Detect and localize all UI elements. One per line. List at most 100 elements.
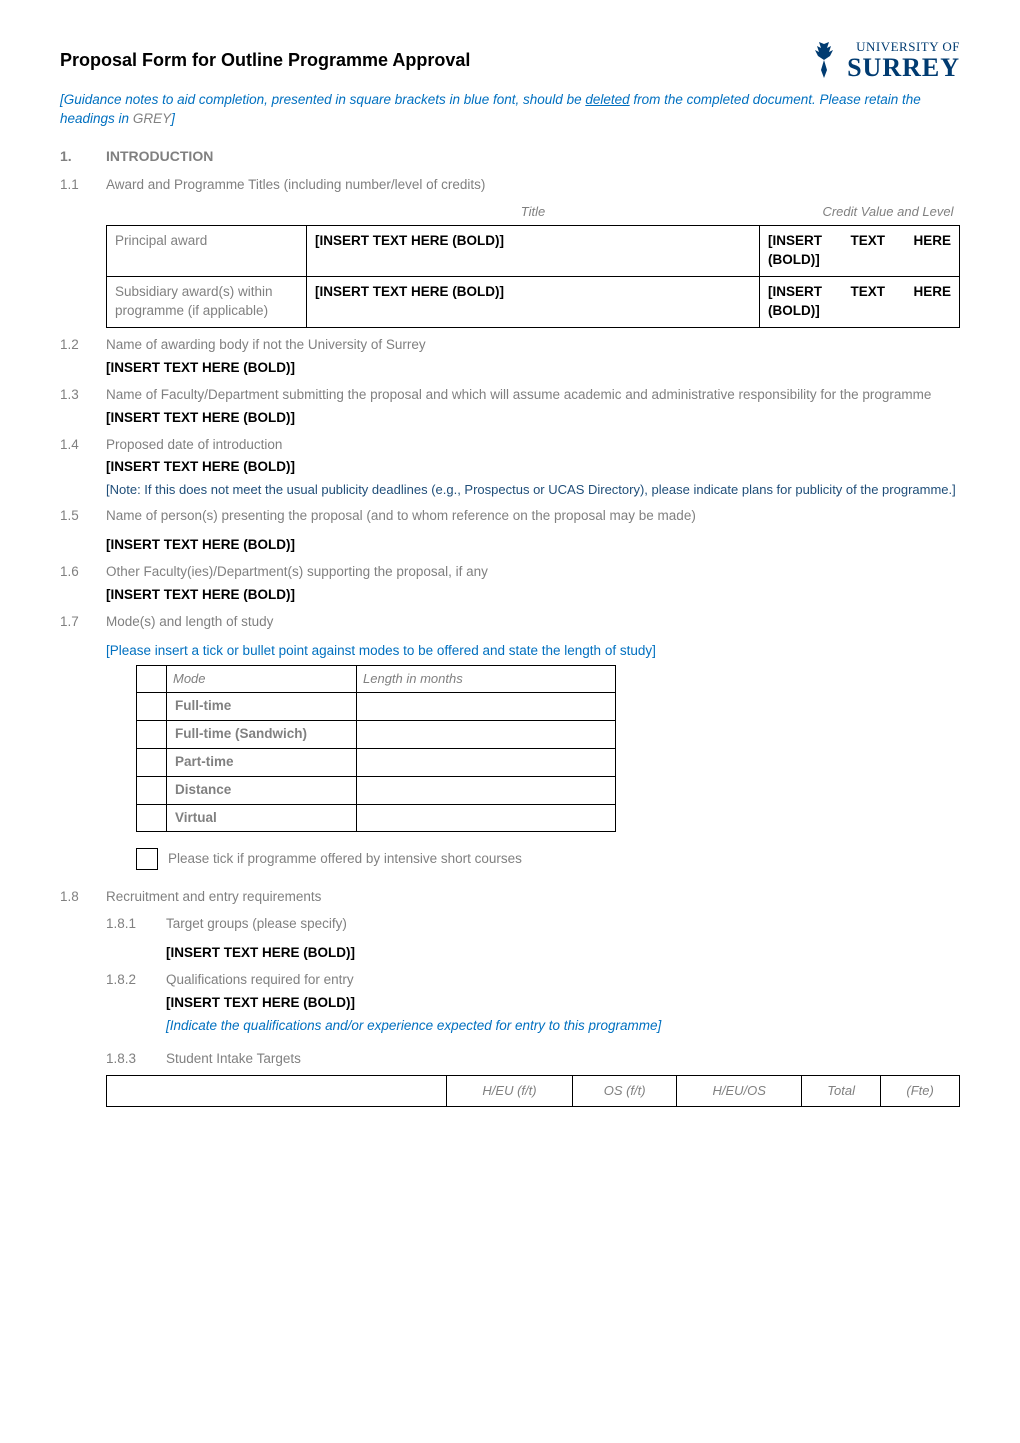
modes-row1-mode: Full-time (Sandwich): [167, 720, 357, 748]
intake-col2: OS (f/t): [573, 1075, 677, 1106]
modes-header-tick: [137, 665, 167, 692]
item-1-8-text: Recruitment and entry requirements: [106, 888, 960, 907]
item-1-7-num: 1.7: [60, 613, 88, 870]
item-1-3-num: 1.3: [60, 386, 88, 428]
item-1-8-2-num: 1.8.2: [106, 971, 148, 1036]
intensive-checkbox[interactable]: [136, 848, 158, 870]
modes-row4-mode: Virtual: [167, 804, 357, 832]
modes-row3-length[interactable]: [357, 776, 616, 804]
table-row: Part-time: [137, 748, 616, 776]
item-1-2-insert[interactable]: [INSERT TEXT HERE (BOLD)]: [106, 359, 960, 378]
modes-row1-tick[interactable]: [137, 720, 167, 748]
item-1-7: 1.7 Mode(s) and length of study [Please …: [60, 613, 960, 870]
modes-row3-mode: Distance: [167, 776, 357, 804]
modes-row1-length[interactable]: [357, 720, 616, 748]
section-1-num: 1.: [60, 147, 88, 167]
guidance-post: ]: [171, 111, 175, 126]
table-row: Distance: [137, 776, 616, 804]
item-1-1-text: Award and Programme Titles (including nu…: [106, 176, 960, 195]
item-1-5-num: 1.5: [60, 507, 88, 555]
item-1-8-1-text: Target groups (please specify): [166, 915, 960, 934]
item-1-1: 1.1 Award and Programme Titles (includin…: [60, 176, 960, 195]
awards-table-wrap: Title Credit Value and Level Principal a…: [106, 199, 960, 328]
item-1-8-num: 1.8: [60, 888, 88, 907]
logo-text: UNIVERSITY OF SURREY: [847, 40, 960, 81]
intake-col1: H/EU (f/t): [447, 1075, 573, 1106]
item-1-5-insert[interactable]: [INSERT TEXT HERE (BOLD)]: [106, 536, 960, 555]
awards-row0-label: Principal award: [107, 226, 307, 277]
guidance-deleted: deleted: [585, 92, 629, 107]
guidance-grey: GREY: [133, 111, 171, 126]
modes-row3-tick[interactable]: [137, 776, 167, 804]
table-header-row: Title Credit Value and Level: [107, 199, 960, 226]
intake-col5: (Fte): [881, 1075, 960, 1106]
item-1-2: 1.2 Name of awarding body if not the Uni…: [60, 336, 960, 378]
awards-row1-credit[interactable]: [INSERT TEXT HERE (BOLD)]: [760, 277, 960, 328]
awards-row1-title[interactable]: [INSERT TEXT HERE (BOLD)]: [307, 277, 760, 328]
intake-col0: [107, 1075, 447, 1106]
logo-line-1: UNIVERSITY OF: [847, 40, 960, 54]
awards-row0-credit[interactable]: [INSERT TEXT HERE (BOLD)]: [760, 226, 960, 277]
item-1-3-text: Name of Faculty/Department submitting th…: [106, 386, 960, 405]
item-1-8-3-num: 1.8.3: [106, 1050, 148, 1069]
item-1-4-insert[interactable]: [INSERT TEXT HERE (BOLD)]: [106, 458, 960, 477]
item-1-4-note: [Note: If this does not meet the usual p…: [106, 481, 960, 499]
header-title: Title: [307, 199, 760, 226]
item-1-5: 1.5 Name of person(s) presenting the pro…: [60, 507, 960, 555]
header-row: Proposal Form for Outline Programme Appr…: [60, 40, 960, 81]
modes-row2-length[interactable]: [357, 748, 616, 776]
header-spacer: [107, 199, 307, 226]
item-1-2-num: 1.2: [60, 336, 88, 378]
item-1-5-text: Name of person(s) presenting the proposa…: [106, 507, 960, 526]
table-row: Subsidiary award(s) within programme (if…: [107, 277, 960, 328]
modes-row4-tick[interactable]: [137, 804, 167, 832]
item-1-8-2: 1.8.2 Qualifications required for entry …: [106, 971, 960, 1036]
guidance-pre: [Guidance notes to aid completion, prese…: [60, 92, 585, 107]
intake-col4: Total: [802, 1075, 881, 1106]
modes-row0-length[interactable]: [357, 693, 616, 721]
intensive-check-row: Please tick if programme offered by inte…: [136, 848, 960, 870]
awards-table: Title Credit Value and Level Principal a…: [106, 199, 960, 328]
item-1-4-num: 1.4: [60, 436, 88, 500]
item-1-3-insert[interactable]: [INSERT TEXT HERE (BOLD)]: [106, 409, 960, 428]
modes-header-mode: Mode: [167, 665, 357, 692]
logo-line-2: SURREY: [847, 54, 960, 81]
modes-row0-mode: Full-time: [167, 693, 357, 721]
item-1-8-3-text: Student Intake Targets: [166, 1050, 960, 1069]
table-row: H/EU (f/t) OS (f/t) H/EU/OS Total (Fte): [107, 1075, 960, 1106]
header-credit: Credit Value and Level: [760, 199, 960, 226]
item-1-8-2-text: Qualifications required for entry: [166, 971, 960, 990]
modes-row2-mode: Part-time: [167, 748, 357, 776]
item-1-6-text: Other Faculty(ies)/Department(s) support…: [106, 563, 960, 582]
awards-row0-title[interactable]: [INSERT TEXT HERE (BOLD)]: [307, 226, 760, 277]
table-header-row: Mode Length in months: [137, 665, 616, 692]
item-1-8-1-insert[interactable]: [INSERT TEXT HERE (BOLD)]: [166, 944, 960, 963]
intake-table-wrap: H/EU (f/t) OS (f/t) H/EU/OS Total (Fte): [106, 1075, 960, 1107]
modes-row2-tick[interactable]: [137, 748, 167, 776]
guidance-note: [Guidance notes to aid completion, prese…: [60, 91, 960, 129]
item-1-6: 1.6 Other Faculty(ies)/Department(s) sup…: [60, 563, 960, 605]
document-title: Proposal Form for Outline Programme Appr…: [60, 48, 470, 73]
item-1-2-text: Name of awarding body if not the Univers…: [106, 336, 960, 355]
table-row: Full-time (Sandwich): [137, 720, 616, 748]
item-1-8-1: 1.8.1 Target groups (please specify) [IN…: [106, 915, 960, 963]
item-1-7-text: Mode(s) and length of study: [106, 613, 960, 632]
awards-row1-label: Subsidiary award(s) within programme (if…: [107, 277, 307, 328]
modes-table: Mode Length in months Full-time Full-tim…: [136, 665, 616, 833]
item-1-8-3: 1.8.3 Student Intake Targets: [106, 1050, 960, 1069]
table-row: Principal award [INSERT TEXT HERE (BOLD)…: [107, 226, 960, 277]
item-1-4: 1.4 Proposed date of introduction [INSER…: [60, 436, 960, 500]
item-1-3: 1.3 Name of Faculty/Department submittin…: [60, 386, 960, 428]
intake-table: H/EU (f/t) OS (f/t) H/EU/OS Total (Fte): [106, 1075, 960, 1107]
modes-row4-length[interactable]: [357, 804, 616, 832]
item-1-6-insert[interactable]: [INSERT TEXT HERE (BOLD)]: [106, 586, 960, 605]
section-1-header: 1. INTRODUCTION: [60, 147, 960, 167]
item-1-8-2-insert[interactable]: [INSERT TEXT HERE (BOLD)]: [166, 994, 960, 1013]
item-1-7-hint: [Please insert a tick or bullet point ag…: [106, 642, 960, 661]
modes-header-length: Length in months: [357, 665, 616, 692]
table-row: Full-time: [137, 693, 616, 721]
table-row: Virtual: [137, 804, 616, 832]
stag-icon: [807, 40, 841, 80]
item-1-8: 1.8 Recruitment and entry requirements: [60, 888, 960, 907]
modes-row0-tick[interactable]: [137, 693, 167, 721]
